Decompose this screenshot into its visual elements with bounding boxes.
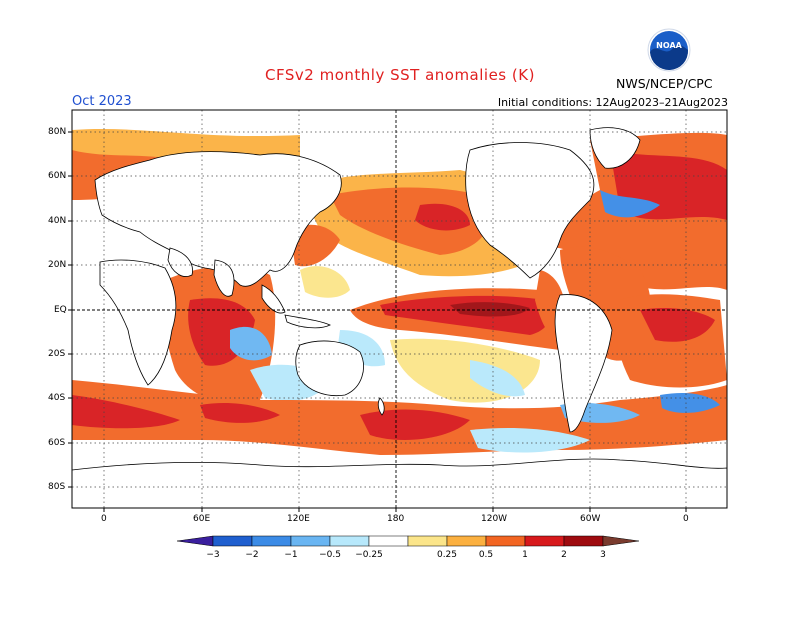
colorbar-swatch: [407, 535, 448, 547]
lat-label-60n: 60N: [48, 171, 67, 181]
noaa-logo-icon: NOAA: [647, 28, 691, 72]
lon-label-0-right: 0: [683, 514, 689, 524]
chart-title: CFSv2 monthly SST anomalies (K): [265, 66, 535, 84]
colorbar-tick-label: −1: [284, 550, 297, 560]
colorbar-tick-label: −3: [206, 550, 219, 560]
initial-conditions: Initial conditions: 12Aug2023–21Aug2023: [497, 96, 728, 109]
lon-label-60w: 60W: [580, 514, 601, 524]
lat-label-20s: 20S: [48, 349, 66, 359]
lat-label-40n: 40N: [48, 216, 67, 226]
colorbar-swatch: [446, 535, 487, 547]
colorbar-swatch: [485, 535, 526, 547]
colorbar: −3 −2 −1 −0.5 −0.25 0.25 0.5 1 2 3: [176, 535, 640, 560]
colorbar-swatch: [212, 535, 253, 547]
lon-label-120w: 120W: [481, 514, 508, 524]
colorbar-swatch: [368, 535, 409, 547]
continents: [72, 127, 727, 508]
colorbar-high-extend: [602, 535, 640, 547]
forecast-month: Oct 2023: [72, 94, 132, 109]
lon-label-180: 180: [387, 514, 405, 524]
colorbar-low-extend: [176, 535, 214, 547]
lon-label-120e: 120E: [287, 514, 310, 524]
anomaly-fields: [72, 128, 727, 455]
map-frame: [71, 109, 728, 509]
lon-label-0-left: 0: [101, 514, 107, 524]
graticule: [72, 110, 727, 508]
lat-label-80s: 80S: [48, 482, 66, 492]
colorbar-tick-label: 2: [561, 550, 567, 560]
lat-label-60s: 60S: [48, 438, 66, 448]
lat-label-eq: EQ: [54, 305, 67, 315]
colorbar-swatch: [251, 535, 292, 547]
lat-label-20n: 20N: [48, 260, 67, 270]
colorbar-tick-label: −0.5: [319, 550, 341, 560]
lat-label-80n: 80N: [48, 127, 67, 137]
colorbar-tick-label: −2: [245, 550, 258, 560]
noaa-logo-text: NOAA: [656, 41, 682, 50]
colorbar-tick-label: 0.25: [437, 550, 457, 560]
colorbar-tick-label: −0.25: [355, 550, 383, 560]
colorbar-tick-label: 0.5: [479, 550, 493, 560]
organization-label: NWS/NCEP/CPC: [616, 76, 713, 91]
colorbar-tick-label: 1: [522, 550, 528, 560]
colorbar-swatch: [563, 535, 604, 547]
colorbar-swatch: [524, 535, 565, 547]
colorbar-tick-label: 3: [600, 550, 606, 560]
lat-label-40s: 40S: [48, 393, 66, 403]
colorbar-swatch: [290, 535, 331, 547]
colorbar-swatch: [329, 535, 370, 547]
equator-dateline: [72, 110, 727, 508]
lon-label-60e: 60E: [193, 514, 211, 524]
